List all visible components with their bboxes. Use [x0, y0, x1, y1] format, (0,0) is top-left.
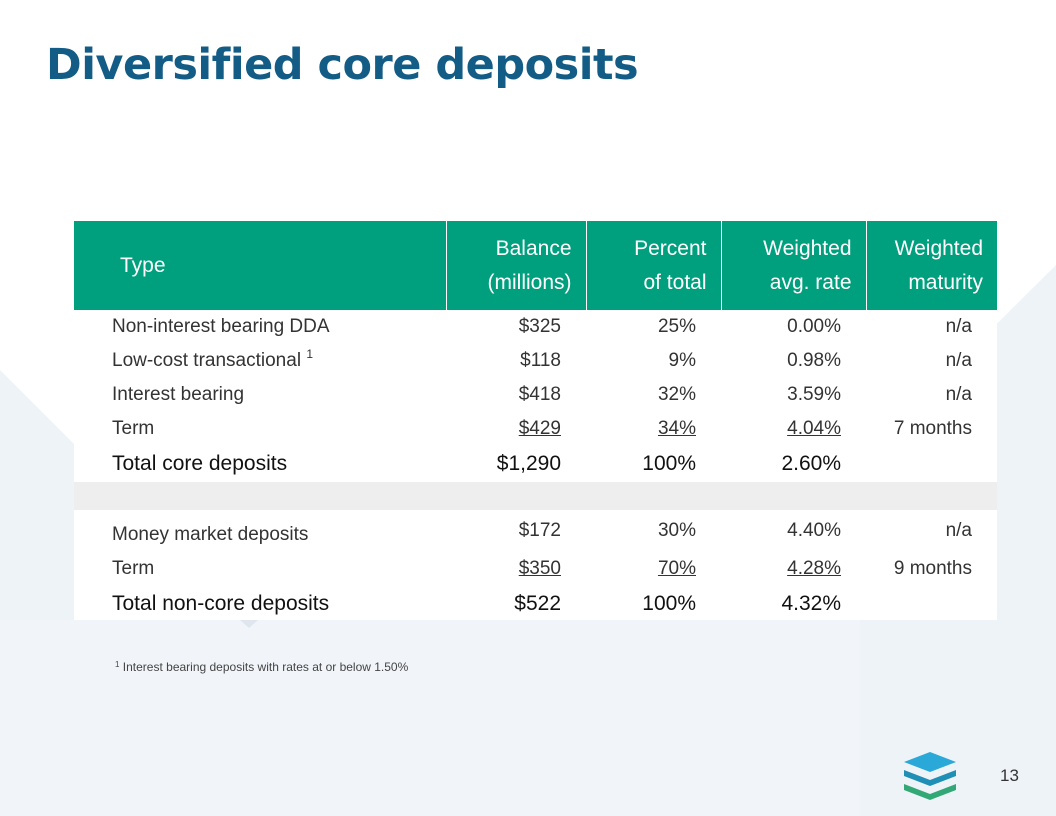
cell-maturity: 7 months — [893, 418, 972, 439]
cell-maturity: n/a — [945, 350, 972, 371]
cell-percent: 25% — [657, 316, 696, 337]
cell-type: Term — [112, 558, 155, 579]
deposits-table: Type Balance (millions) Percent of total W… — [74, 221, 997, 622]
cell-balance: $1,290 — [496, 452, 561, 475]
cell-percent: 100% — [642, 592, 696, 615]
cell-type: Term — [112, 418, 155, 439]
cell-percent: 100% — [642, 452, 696, 475]
footnote-marker: 1 — [115, 660, 120, 669]
cell-maturity: n/a — [945, 316, 972, 337]
cell-percent: 70% — [657, 558, 696, 579]
cell-type: Low-cost transactional 1 — [112, 347, 314, 371]
cell-percent: 9% — [668, 350, 696, 371]
cell-rate: 3.59% — [787, 384, 841, 405]
cell-type: Non-interest bearing DDA — [112, 316, 330, 337]
cell-balance: $418 — [518, 384, 561, 405]
table-row: Interest bearing $418 32% 3.59% n/a — [74, 378, 997, 412]
table-header-row: Type Balance (millions) Percent of total W… — [74, 221, 997, 310]
total-core-row: Total core deposits $1,290 100% 2.60% — [74, 446, 997, 482]
section-divider — [74, 482, 997, 510]
header-percent: Percent of total — [585, 221, 721, 310]
page-title: Diversified core deposits — [46, 40, 639, 90]
cell-rate: 4.32% — [781, 592, 841, 615]
table-row: Money market deposits $172 30% 4.40% n/a — [74, 510, 997, 552]
header-type: Type — [74, 221, 446, 310]
cell-type: Total non-core deposits — [112, 592, 330, 615]
cell-balance: $172 — [518, 520, 561, 541]
total-noncore-row: Total non-core deposits $522 100% 4.32% — [74, 586, 997, 622]
cell-maturity — [866, 586, 997, 622]
cell-rate: 0.00% — [787, 316, 841, 337]
footnote-text: Interest bearing deposits with rates at … — [119, 660, 409, 674]
table-row: Non-interest bearing DDA $325 25% 0.00% … — [74, 310, 997, 344]
cell-rate: 2.60% — [781, 452, 841, 475]
deposits-table-container: Type Balance (millions) Percent of total W… — [74, 221, 997, 620]
header-maturity: Weighted maturity — [865, 221, 997, 310]
cell-rate: 4.40% — [787, 520, 841, 541]
table-row: Term $350 70% 4.28% 9 months — [74, 552, 997, 586]
cell-percent: 30% — [657, 520, 696, 541]
cell-type: Money market deposits — [112, 524, 309, 545]
footnote: 1 Interest bearing deposits with rates a… — [115, 660, 408, 674]
cell-balance: $118 — [520, 350, 561, 371]
footnote-marker: 1 — [306, 347, 314, 361]
cell-type: Interest bearing — [112, 384, 245, 405]
company-logo-icon — [904, 752, 956, 800]
page-number: 13 — [1000, 766, 1019, 785]
table-row: Term $429 34% 4.04% 7 months — [74, 412, 997, 446]
cell-balance: $429 — [518, 418, 561, 439]
cell-balance: $522 — [514, 592, 561, 615]
cell-rate: 0.98% — [787, 350, 841, 371]
cell-percent: 32% — [657, 384, 696, 405]
cell-rate: 4.04% — [787, 418, 841, 439]
cell-rate: 4.28% — [787, 558, 841, 579]
cell-maturity: 9 months — [893, 558, 972, 579]
table-row: Low-cost transactional 1 $118 9% 0.98% n… — [74, 344, 997, 378]
cell-type: Total core deposits — [112, 452, 288, 475]
cell-maturity — [866, 446, 997, 482]
header-rate: Weighted avg. rate — [720, 221, 866, 310]
cell-maturity: n/a — [945, 520, 972, 541]
cell-percent: 34% — [657, 418, 696, 439]
cell-maturity: n/a — [945, 384, 972, 405]
header-balance: Balance (millions) — [445, 221, 586, 310]
cell-balance: $325 — [518, 316, 561, 337]
cell-balance: $350 — [518, 558, 561, 579]
